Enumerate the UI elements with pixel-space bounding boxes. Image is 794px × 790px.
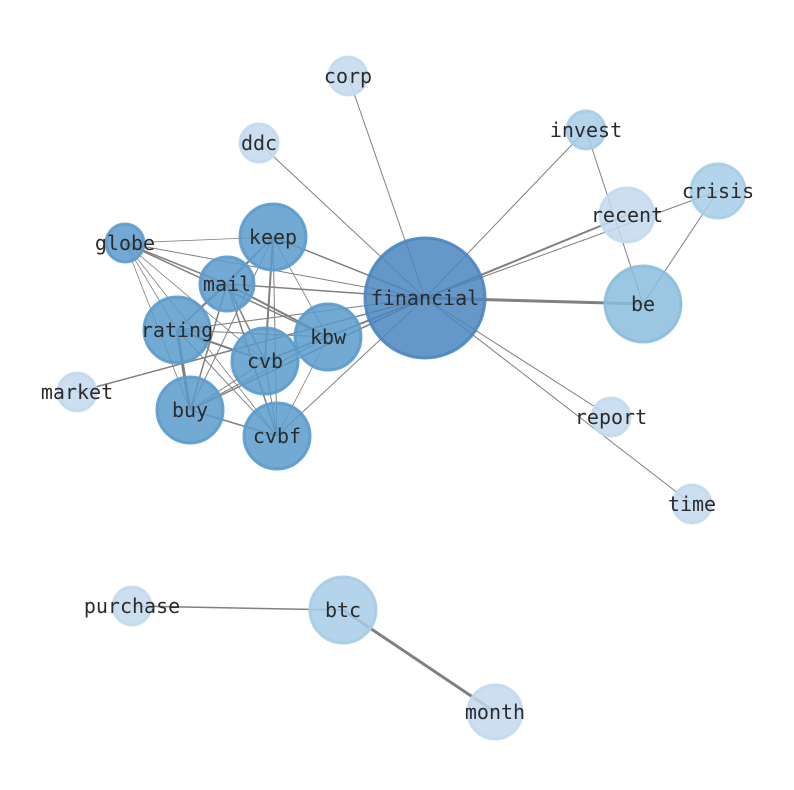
node-circle[interactable] — [603, 264, 683, 344]
node-label: cvb — [247, 349, 283, 373]
node-circle[interactable] — [293, 302, 363, 372]
node-btc[interactable]: btc — [308, 575, 378, 645]
node-be[interactable]: be — [603, 264, 683, 344]
node-label: market — [41, 380, 113, 404]
node-circle[interactable] — [466, 683, 524, 741]
node-circle[interactable] — [363, 236, 487, 360]
node-circle[interactable] — [327, 55, 369, 97]
node-label: time — [668, 492, 716, 516]
node-label: ddc — [241, 131, 277, 155]
node-crisis[interactable]: crisis — [682, 162, 754, 220]
node-label: corp — [324, 64, 372, 88]
node-invest[interactable]: invest — [550, 109, 622, 151]
node-time[interactable]: time — [668, 483, 716, 525]
node-buy[interactable]: buy — [155, 375, 225, 445]
node-kbw[interactable]: kbw — [293, 302, 363, 372]
node-cvb[interactable]: cvb — [230, 326, 300, 396]
node-label: invest — [550, 118, 622, 142]
node-circle[interactable] — [238, 202, 308, 272]
node-label: mail — [203, 272, 251, 296]
node-label: buy — [172, 398, 208, 422]
node-circle[interactable] — [671, 483, 713, 525]
node-circle[interactable] — [565, 109, 607, 151]
node-label: btc — [325, 598, 361, 622]
node-circle[interactable] — [56, 371, 98, 413]
node-label: month — [465, 700, 525, 724]
node-circle[interactable] — [198, 255, 256, 313]
node-circle[interactable] — [598, 186, 656, 244]
node-globe[interactable]: globe — [95, 222, 155, 264]
node-label: globe — [95, 231, 155, 255]
node-purchase[interactable]: purchase — [84, 585, 180, 627]
node-recent[interactable]: recent — [591, 186, 663, 244]
edge-btc-purchase — [131, 605, 344, 611]
node-circle[interactable] — [230, 326, 300, 396]
node-rating[interactable]: rating — [141, 295, 213, 365]
node-label: financial — [371, 286, 479, 310]
node-label: keep — [249, 225, 297, 249]
node-market[interactable]: market — [41, 371, 113, 413]
node-label: purchase — [84, 594, 180, 618]
node-label: report — [575, 405, 647, 429]
node-circle[interactable] — [111, 585, 153, 627]
node-circle[interactable] — [238, 122, 280, 164]
node-keep[interactable]: keep — [238, 202, 308, 272]
node-mail[interactable]: mail — [198, 255, 256, 313]
node-circle[interactable] — [142, 295, 212, 365]
node-label: kbw — [310, 325, 347, 349]
node-circle[interactable] — [689, 162, 747, 220]
nodes-layer: financial be kbw keep cvb cvbf buy rating mail gl… — [41, 55, 754, 741]
node-circle[interactable] — [104, 222, 146, 264]
node-circle[interactable] — [242, 401, 312, 471]
node-label: cvbf — [253, 424, 301, 448]
node-ddc[interactable]: ddc — [238, 122, 280, 164]
node-month[interactable]: month — [465, 683, 525, 741]
node-label: recent — [591, 203, 663, 227]
node-label: be — [631, 292, 655, 316]
node-corp[interactable]: corp — [324, 55, 372, 97]
node-circle[interactable] — [590, 396, 632, 438]
node-label: rating — [141, 318, 213, 342]
node-circle[interactable] — [308, 575, 378, 645]
node-label: crisis — [682, 179, 754, 203]
node-circle[interactable] — [155, 375, 225, 445]
node-financial[interactable]: financial — [363, 236, 487, 360]
node-cvbf[interactable]: cvbf — [242, 401, 312, 471]
node-report[interactable]: report — [575, 396, 647, 438]
